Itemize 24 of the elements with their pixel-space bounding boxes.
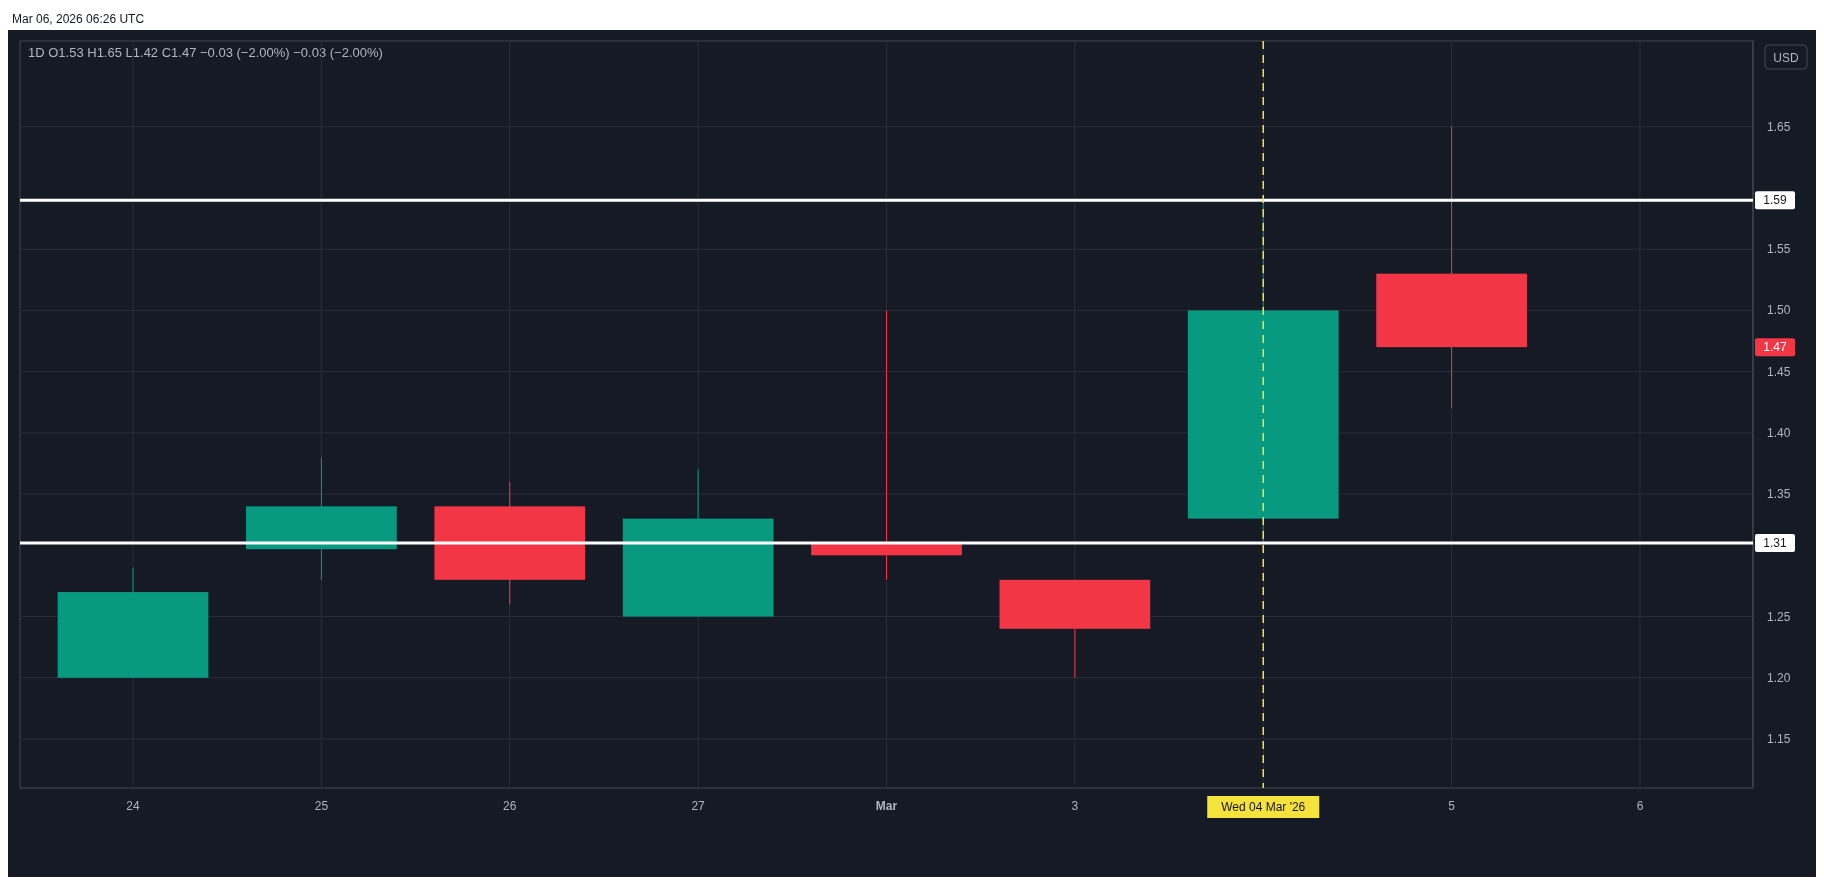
x-tick-label: 26 <box>503 799 517 813</box>
ref-line-label: 1.59 <box>1763 193 1787 208</box>
annotation: 1.47 <box>1763 340 1787 355</box>
y-tick-label: 1.45 <box>1767 364 1791 379</box>
y-tick-label: 1.20 <box>1767 670 1791 685</box>
text: Mar 06, 2026 06:26 UTC <box>12 12 145 26</box>
y-tick-label: 1.55 <box>1767 242 1791 257</box>
x-tick-label: Mar <box>875 799 898 813</box>
y-tick-label: 1.50 <box>1767 303 1791 318</box>
y-tick-label: 1.40 <box>1767 425 1791 440</box>
text: USD <box>1773 51 1799 65</box>
x-tick-label: 27 <box>691 799 706 813</box>
x-tick-label: Wed 04 Mar '26 <box>1221 800 1306 814</box>
x-tick-label: 6 <box>1636 799 1644 813</box>
chart-title: 1D O1.53 H1.65 L1.42 C1.47 −0.03 (−2.00%) −0.03 (−2.00%) <box>28 45 383 60</box>
x-tick-label: 3 <box>1071 799 1079 813</box>
y-tick-label: 1.15 <box>1767 732 1791 747</box>
y-tick-label: 1.35 <box>1767 487 1791 502</box>
x-tick-label: 25 <box>314 799 329 813</box>
ref-line-label: 1.31 <box>1763 536 1787 551</box>
y-tick-label: 1.25 <box>1767 609 1791 624</box>
y-tick-label: 1.65 <box>1767 119 1791 134</box>
x-tick-label: 24 <box>126 799 141 813</box>
x-tick-label: 5 <box>1448 799 1456 813</box>
